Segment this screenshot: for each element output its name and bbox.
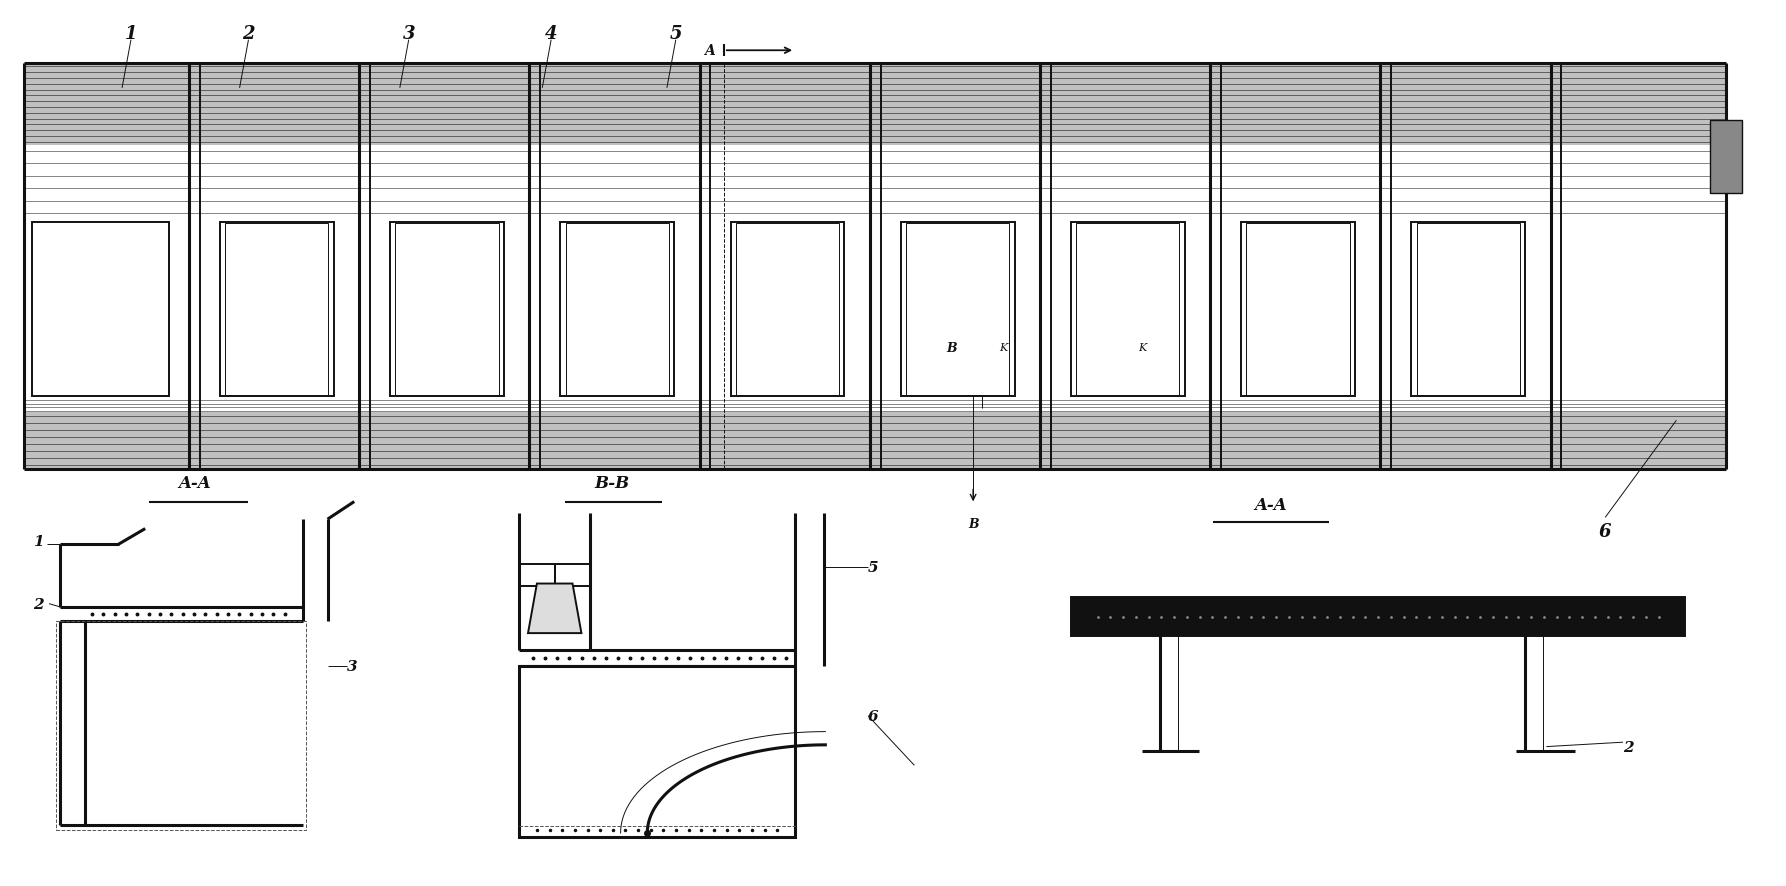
Text: 6: 6 [868, 709, 879, 723]
Text: A: A [704, 44, 714, 58]
Text: 6: 6 [1598, 522, 1611, 540]
Bar [389, 223, 504, 397]
Bar [900, 223, 1014, 397]
Text: 2: 2 [243, 25, 255, 43]
Bar [566, 224, 668, 395]
Text: K: K [998, 343, 1007, 353]
Text: K: K [1138, 343, 1147, 353]
Text: 1: 1 [34, 534, 43, 548]
Text: 3: 3 [346, 659, 357, 673]
Bar [1711, 121, 1743, 194]
Text: B-B: B-B [595, 474, 629, 492]
Bar [25, 65, 1727, 145]
Text: 3: 3 [402, 25, 414, 43]
Polygon shape [529, 584, 582, 633]
Text: A-A: A-A [179, 474, 211, 492]
Text: B: B [947, 341, 957, 354]
Bar [1077, 224, 1179, 395]
Bar [736, 224, 839, 395]
Bar [1411, 223, 1525, 397]
Bar [220, 223, 334, 397]
Bar [1416, 224, 1520, 395]
Bar [561, 223, 673, 397]
Text: 2: 2 [1623, 740, 1634, 754]
Text: A-A: A-A [1254, 496, 1286, 513]
Text: 5: 5 [868, 560, 879, 574]
Text: 4: 4 [545, 25, 557, 43]
Bar [1072, 597, 1686, 637]
Bar [730, 223, 845, 397]
Bar [1247, 224, 1350, 395]
Bar [395, 224, 498, 395]
Text: 2: 2 [34, 597, 43, 611]
Bar [25, 413, 1727, 470]
Bar [1241, 223, 1356, 397]
Bar [906, 224, 1009, 395]
Text: 5: 5 [670, 25, 682, 43]
Bar [225, 224, 329, 395]
Bar [55, 621, 305, 830]
Bar [32, 223, 170, 397]
Bar [520, 665, 795, 837]
Bar [1072, 223, 1184, 397]
Text: 1: 1 [125, 25, 138, 43]
Text: B: B [968, 517, 979, 531]
